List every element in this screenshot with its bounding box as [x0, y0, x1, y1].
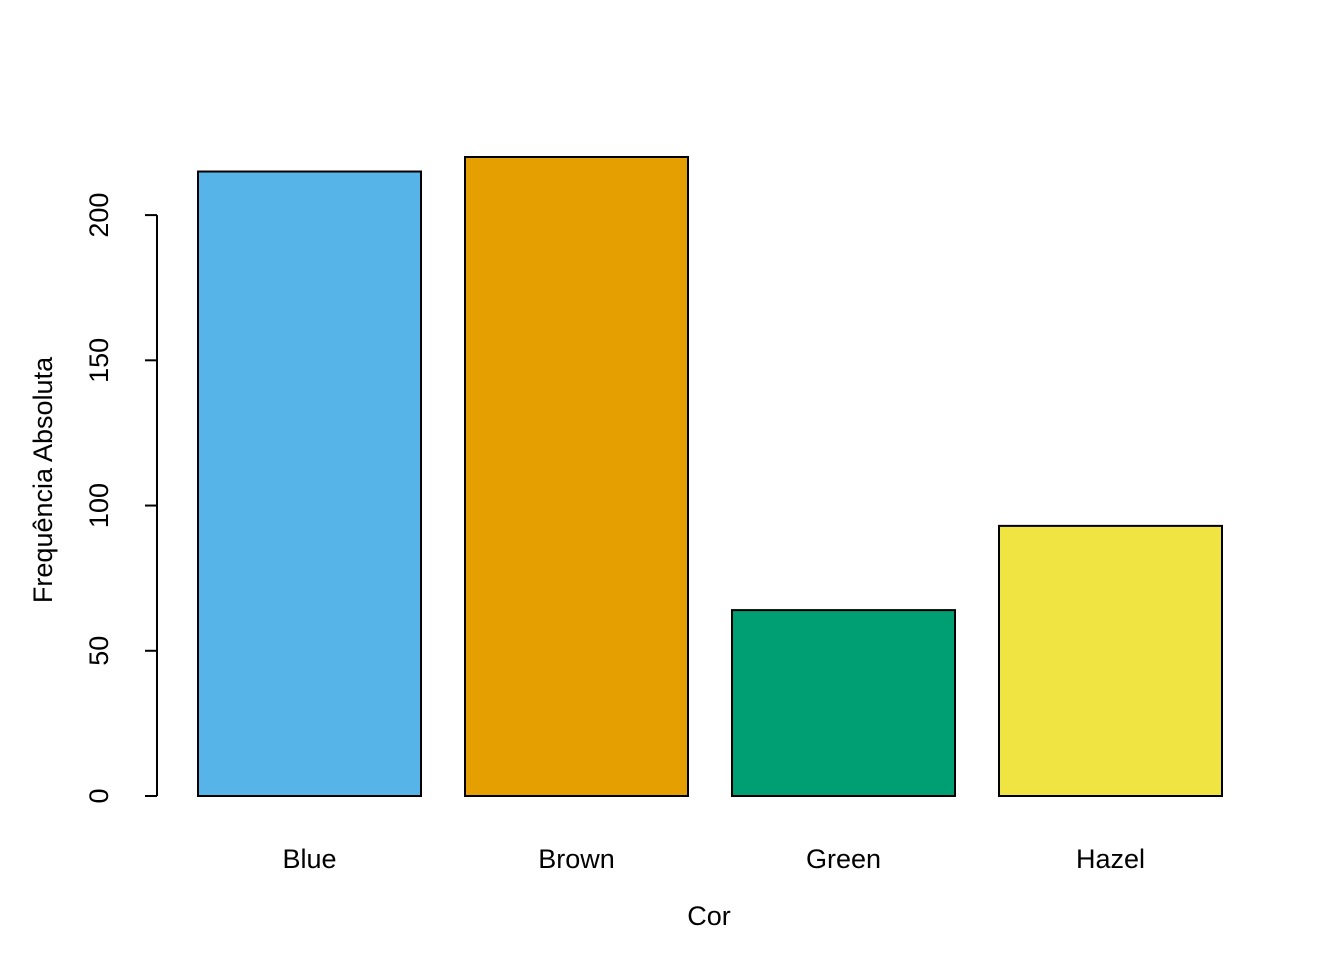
x-tick-label: Hazel	[1076, 844, 1145, 874]
bar	[464, 156, 689, 797]
bar	[197, 170, 422, 798]
x-tick-label: Brown	[538, 844, 615, 874]
y-tick-label: 200	[84, 193, 114, 238]
x-tick-label: Blue	[282, 844, 336, 874]
x-axis-label: Cor	[687, 901, 731, 931]
y-axis-label: Frequência Absoluta	[28, 356, 58, 603]
bar	[731, 609, 956, 797]
y-tick-label: 100	[84, 483, 114, 528]
y-tick-label: 50	[84, 636, 114, 666]
y-tick-label: 150	[84, 338, 114, 383]
x-tick-label: Green	[806, 844, 881, 874]
y-tick-label: 0	[84, 788, 114, 803]
bar	[998, 524, 1223, 797]
